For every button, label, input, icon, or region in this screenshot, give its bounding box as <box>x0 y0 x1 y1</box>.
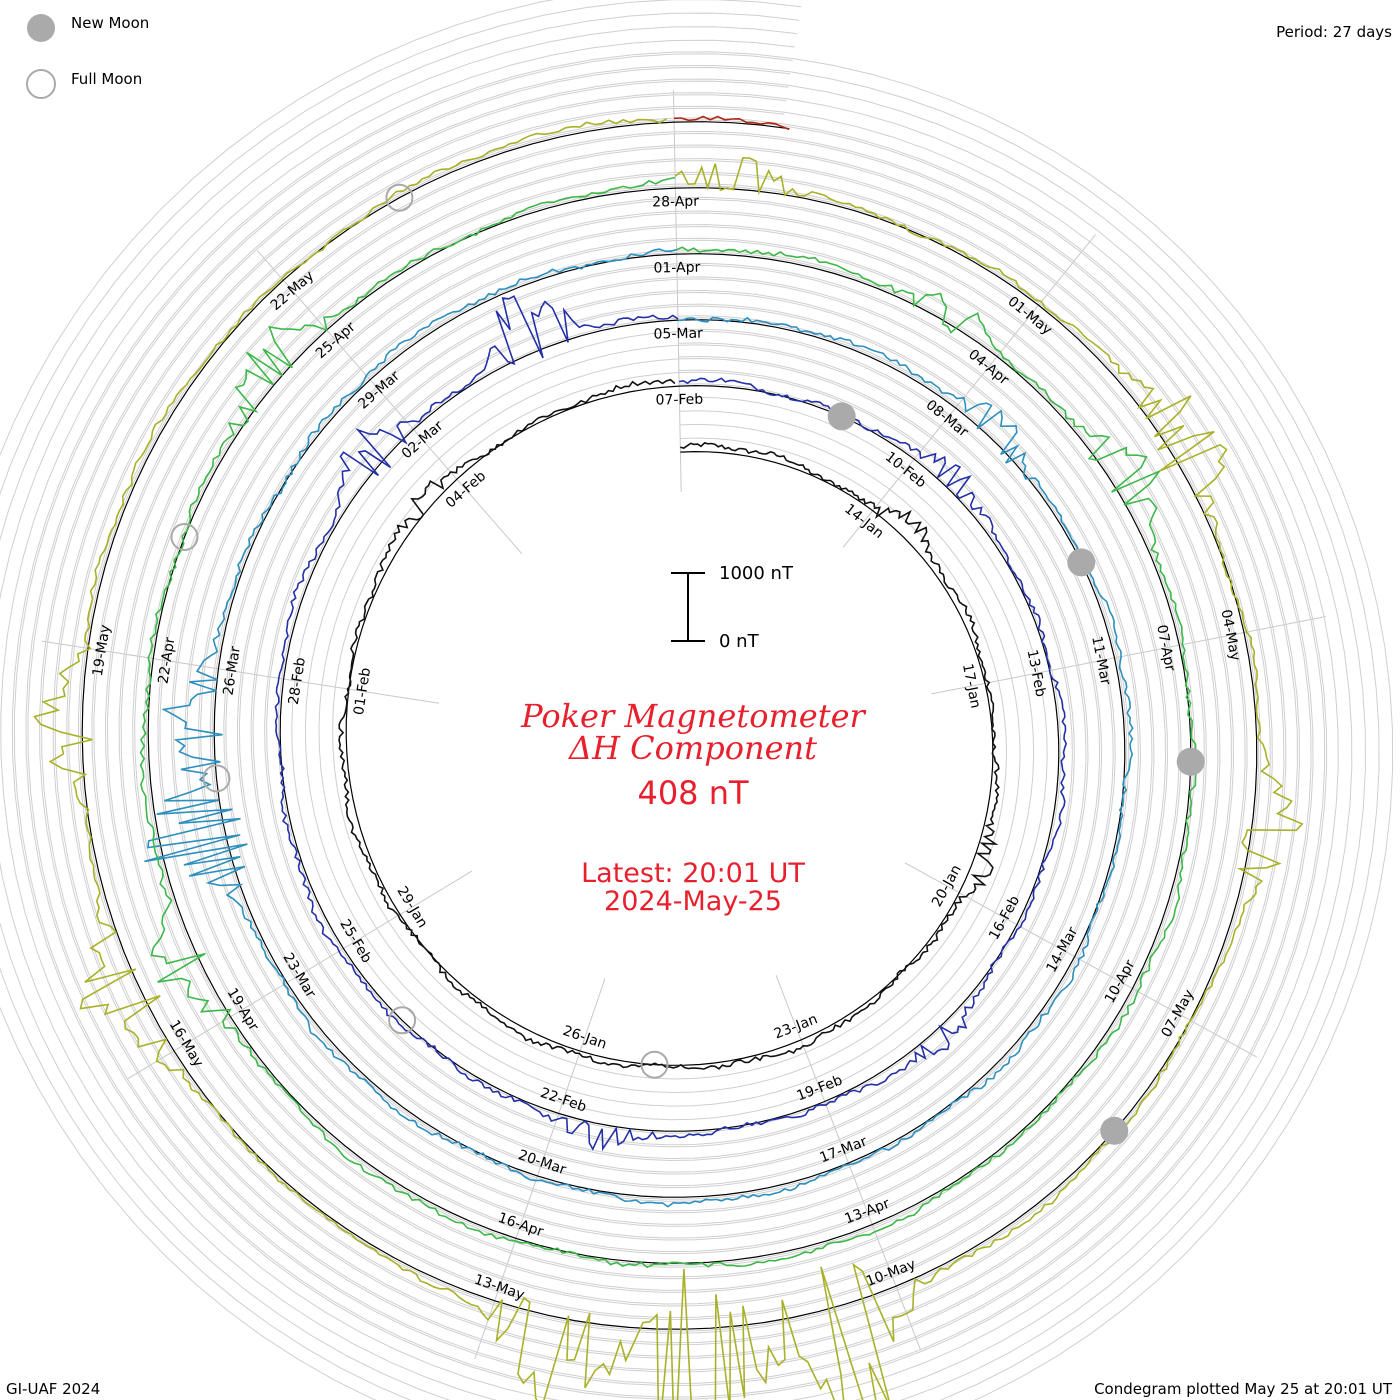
date-label: 19-May <box>90 624 114 678</box>
grid-line <box>0 39 1339 1400</box>
spoke-line <box>474 978 606 1360</box>
spoke-line <box>904 862 1258 1058</box>
new-moon-marker <box>1067 548 1096 577</box>
full-moon-marker <box>388 1006 417 1035</box>
spoke-line <box>41 640 440 704</box>
legend-group <box>26 14 56 99</box>
new-moon-marker <box>1100 1116 1129 1145</box>
new-moon-marker <box>827 402 856 431</box>
scale-bottom-label: 0 nT <box>719 631 759 652</box>
full-moon-label: Full Moon <box>71 70 143 88</box>
date-label: 04-Feb <box>443 468 490 511</box>
spoke-line <box>842 234 1096 548</box>
grid-line <box>54 94 1285 1357</box>
series-group <box>33 115 1304 1400</box>
series-line-3 <box>144 248 1134 1208</box>
full-moon-marker <box>640 1050 669 1079</box>
latest-time: Latest: 20:01 UT <box>581 858 805 889</box>
series-line-4 <box>139 176 1198 1269</box>
date-label: 26-Jan <box>561 1023 609 1053</box>
full-moon-marker <box>202 764 231 793</box>
full-moon-marker <box>385 183 414 212</box>
series-line-2 <box>274 295 1068 1152</box>
date-label: 13-May <box>472 1272 526 1304</box>
spoke-line <box>127 870 473 1080</box>
spoke-line <box>931 616 1326 695</box>
period-label: Period: 27 days <box>1276 23 1392 41</box>
chart-title: Poker Magnetometer <box>521 697 865 735</box>
new-moon-marker <box>1176 747 1205 776</box>
date-label: 05-Mar <box>653 326 703 343</box>
date-label: 13-Apr <box>842 1196 892 1228</box>
spoke-line <box>257 250 523 554</box>
date-label: 01-Apr <box>653 260 700 277</box>
date-label: 28-Apr <box>652 194 699 211</box>
footer-credit: GI-UAF 2024 <box>6 1380 101 1398</box>
date-label: 13-Feb <box>1024 648 1049 698</box>
series-line-5 <box>33 118 1304 1400</box>
new-moon-label: New Moon <box>71 14 150 32</box>
moon-markers <box>170 183 1205 1145</box>
new-moon-icon <box>27 14 55 42</box>
grid-line <box>68 107 1271 1344</box>
chart-subtitle: ΔH Component <box>568 729 818 767</box>
scale-bar <box>671 572 705 642</box>
footer-plotted: Condegram plotted May 25 at 20:01 UT <box>1094 1380 1392 1398</box>
date-label: 28-Feb <box>286 656 309 706</box>
date-label: 07-Apr <box>1153 623 1178 672</box>
grid-line <box>0 26 1353 1400</box>
date-label: 26-Mar <box>220 645 243 696</box>
grid-line <box>41 80 1298 1371</box>
series-line-1 <box>338 378 1000 1070</box>
spiral-baseline <box>81 121 1258 1330</box>
current-value: 408 nT <box>637 774 749 812</box>
date-label: 23-Jan <box>772 1011 820 1042</box>
latest-date: 2024-May-25 <box>604 886 782 917</box>
series-line-6 <box>673 115 790 131</box>
baseline-spiral <box>81 121 1258 1330</box>
date-label: 11-Mar <box>1088 635 1113 687</box>
date-label: 19-Feb <box>795 1072 845 1104</box>
full-moon-marker <box>170 523 199 551</box>
date-label: 07-May <box>1158 987 1197 1040</box>
full-moon-icon <box>26 69 56 99</box>
date-label: 07-Feb <box>655 392 703 409</box>
scale-top-label: 1000 nT <box>719 563 793 584</box>
grid-line <box>13 53 1326 1398</box>
grid-line <box>27 66 1312 1385</box>
date-label: 22-Apr <box>155 636 178 685</box>
date-label: 01-Feb <box>351 667 374 717</box>
grid-line <box>0 12 1366 1400</box>
